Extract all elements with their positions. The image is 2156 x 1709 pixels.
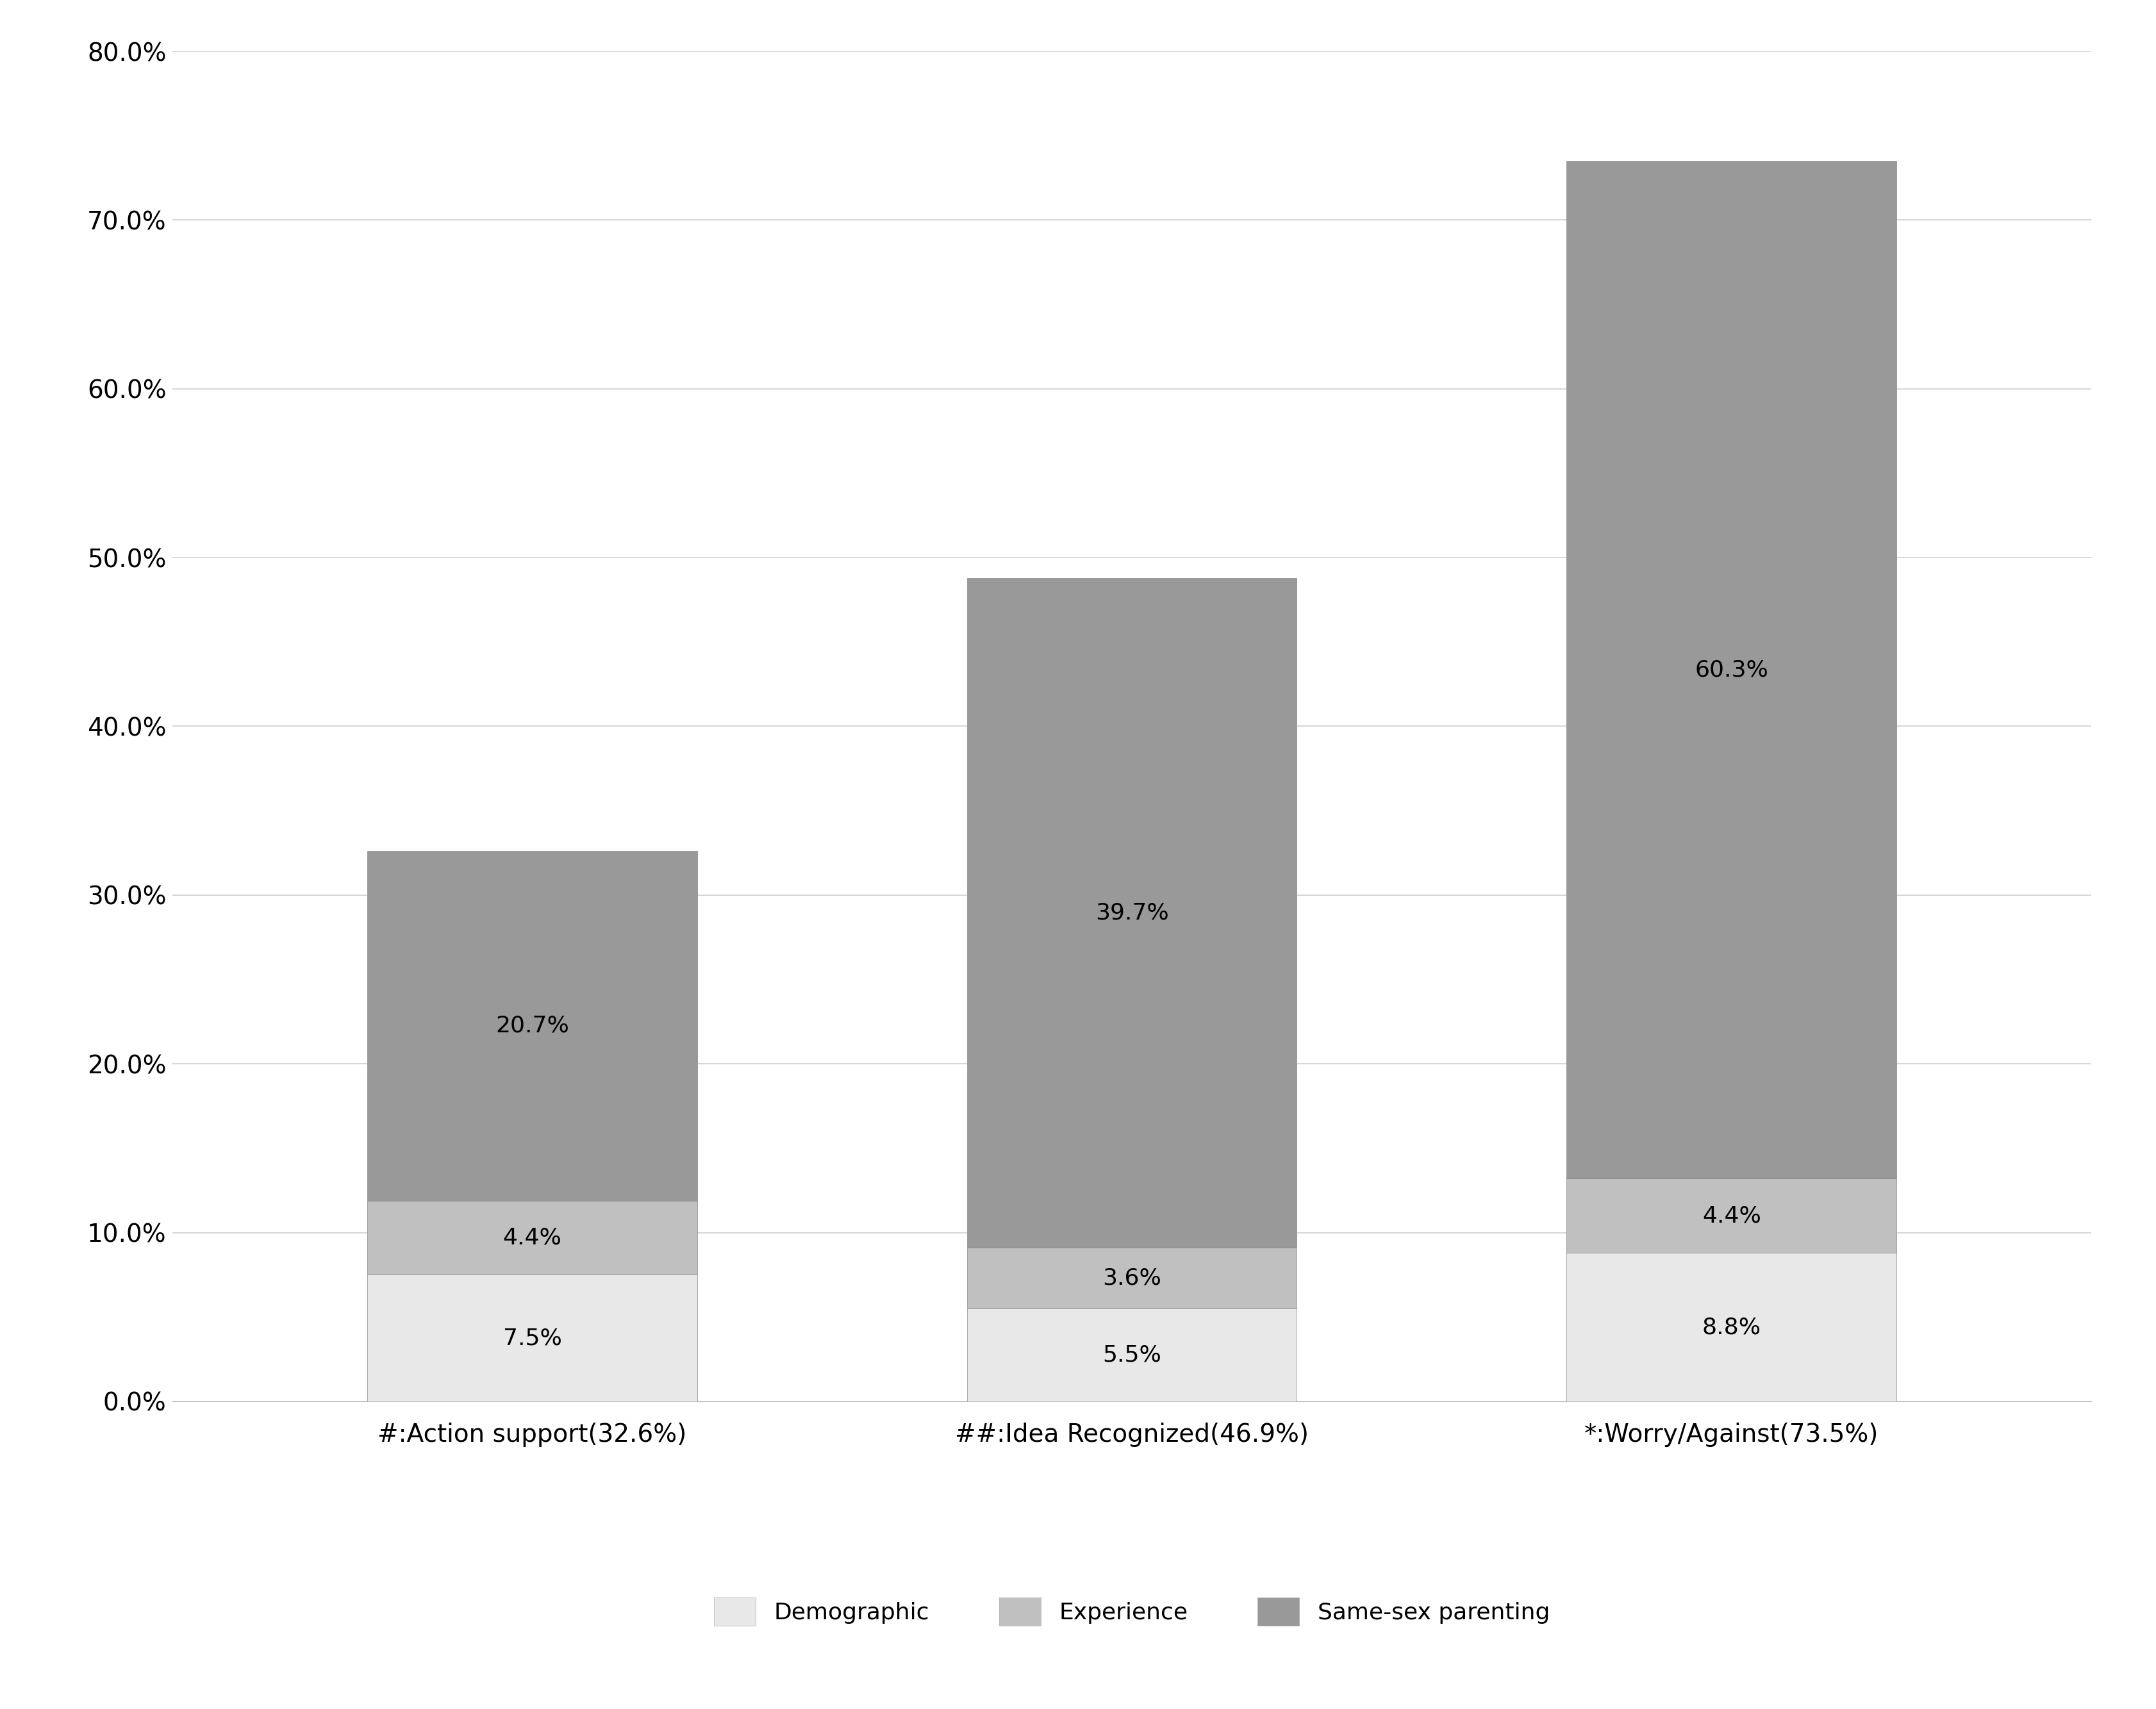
Text: 3.6%: 3.6% [1102,1268,1162,1289]
Bar [367,851,696,1200]
Text: 20.7%: 20.7% [496,1015,569,1037]
Text: 4.4%: 4.4% [502,1227,563,1249]
Text: 4.4%: 4.4% [1701,1205,1761,1227]
Text: 60.3%: 60.3% [1695,660,1768,680]
Bar [968,1248,1296,1309]
Bar [968,578,1296,1248]
Bar [1567,1179,1897,1253]
Bar [1567,161,1897,1179]
Bar [367,1275,696,1401]
Bar [968,1309,1296,1401]
Text: 5.5%: 5.5% [1102,1343,1162,1365]
Legend: Demographic, Experience, Same-sex parenting: Demographic, Experience, Same-sex parent… [705,1588,1559,1636]
Bar [367,1200,696,1275]
Text: 7.5%: 7.5% [502,1328,563,1348]
Bar [1567,1253,1897,1401]
Text: 39.7%: 39.7% [1095,902,1169,923]
Text: 8.8%: 8.8% [1701,1316,1761,1338]
